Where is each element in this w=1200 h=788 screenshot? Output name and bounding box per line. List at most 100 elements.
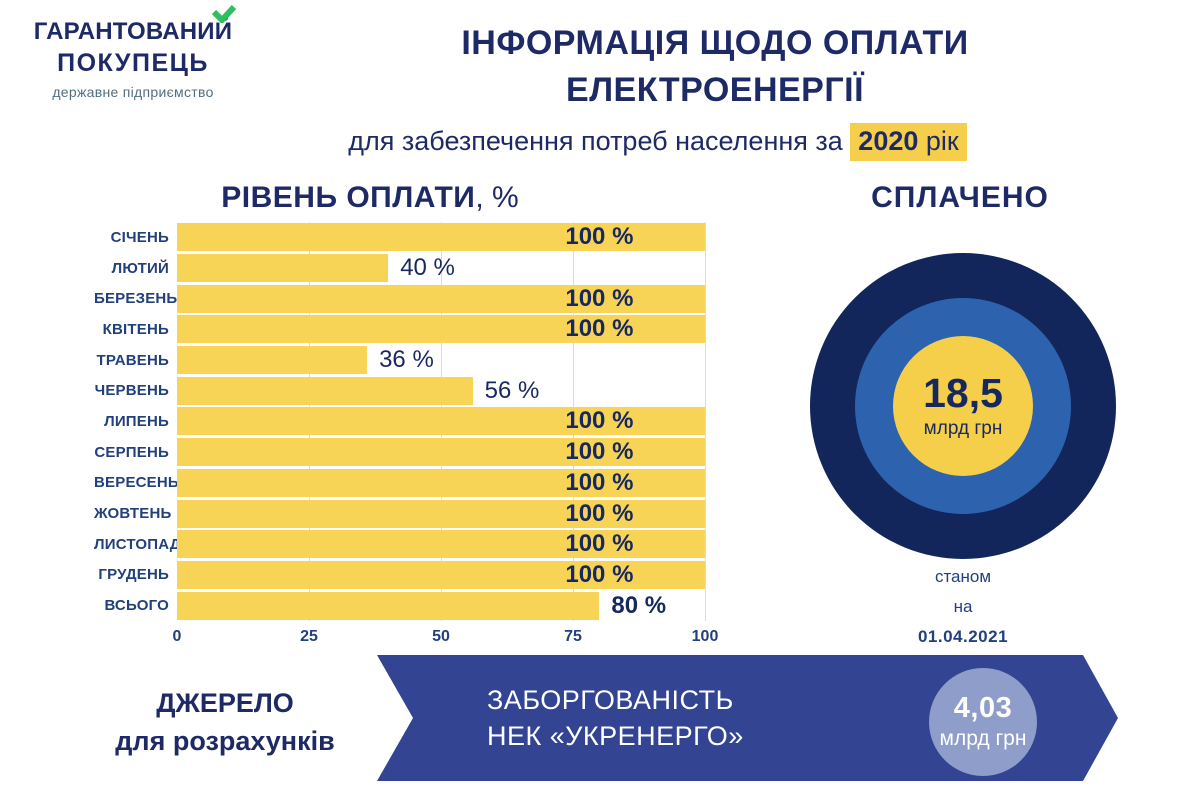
subtitle-text: для забезпечення потреб населення за (348, 126, 851, 156)
bar (177, 438, 705, 467)
bar-value-label: 100 % (565, 438, 634, 466)
bar (177, 560, 705, 589)
bar (177, 346, 368, 375)
paid-inner-circle: 18,5 млрд грн (893, 336, 1033, 476)
bar-track: 40 % (177, 254, 705, 283)
bar-value-label: 100 % (565, 407, 634, 435)
page-title-line1: ІНФОРМАЦІЯ ЩОДО ОПЛАТИ (461, 24, 969, 62)
bar-value-label: 80 % (611, 591, 667, 619)
bar-value-label: 100 % (565, 223, 634, 251)
bar-rows: СІЧЕНЬ 100 % ЛЮТИЙ 40 % БЕРЕЗЕНЬ 100 % КВІТЕНЬ… (94, 222, 705, 621)
x-axis: 0 25 50 75 100 (173, 628, 719, 652)
bar-row: ТРАВЕНЬ 36 % (94, 345, 705, 376)
x-axis-tick: 0 (172, 628, 182, 645)
x-axis-tick: 50 (432, 628, 450, 645)
chart-title-main: РІВЕНЬ ОПЛАТИ (221, 181, 476, 214)
source-note: ДЖЕРЕЛО для розрахунків (75, 684, 375, 760)
source-line1: ДЖЕРЕЛО (156, 688, 294, 718)
bar-value-label: 100 % (565, 560, 634, 588)
check-icon (212, 5, 237, 23)
bar-category-label: СЕРПЕНЬ (94, 443, 169, 461)
bar-track: 100 % (177, 315, 705, 344)
bar-category-label: ВСЬОГО (104, 597, 169, 615)
logo-title-text: ГАРАНТОВАНИЙ (33, 18, 233, 45)
x-axis-tick: 75 (564, 628, 582, 645)
bar (177, 223, 705, 252)
bar-row: ГРУДЕНЬ 100 % (94, 560, 705, 591)
as-of-date: 01.04.2021 (917, 627, 1009, 646)
subtitle-year: 2020 (858, 126, 919, 156)
debt-amount: 4,03 (953, 692, 1013, 725)
debt-line2: НЕК «УКРЕНЕРГО» (487, 721, 744, 751)
bar-track: 100 % (177, 530, 705, 559)
paid-outer-ring: 18,5 млрд грн (810, 253, 1116, 559)
bar-track: 100 % (177, 223, 705, 252)
bar-value-label: 40 % (400, 254, 455, 282)
as-of-line2: на (953, 597, 973, 616)
bar-category-label: ГРУДЕНЬ (98, 566, 169, 584)
subtitle-year-suffix: рік (918, 126, 959, 156)
bar-category-label: ЛИПЕНЬ (104, 412, 169, 430)
bar-category-label: СІЧЕНЬ (110, 228, 169, 246)
bar-value-label: 100 % (565, 284, 634, 312)
gridline (705, 222, 706, 621)
bar-category-label: ЛИСТОПАД (94, 535, 181, 553)
bar-category-label: ЧЕРВЕНЬ (94, 382, 169, 400)
bar-category-label: ВЕРЕСЕНЬ (94, 474, 179, 492)
source-line2: для розрахунків (115, 726, 335, 756)
page-title: ІНФОРМАЦІЯ ЩОДО ОПЛАТИ ЕЛЕКТРОЕНЕРГІЇ (350, 20, 1080, 114)
bar-row: ЛИПЕНЬ 100 % (94, 406, 705, 437)
paid-middle-ring: 18,5 млрд грн (855, 298, 1071, 514)
bar-value-label: 100 % (565, 499, 634, 527)
paid-amount: 18,5 (923, 369, 1003, 416)
debt-ribbon-text: ЗАБОРГОВАНІСТЬ НЕК «УКРЕНЕРГО» (487, 682, 744, 754)
bar (177, 254, 389, 283)
x-axis-tick: 25 (300, 628, 318, 645)
logo-line1: ГАРАНТОВАНИЙ (33, 5, 237, 46)
bar-track: 36 % (177, 346, 705, 375)
bar-row: ЧЕРВЕНЬ 56 % (94, 375, 705, 406)
logo-subtitle: державне підприємство (52, 84, 214, 100)
x-axis-tick: 100 (691, 628, 719, 645)
bar-row: СЕРПЕНЬ 100 % (94, 437, 705, 468)
chart-title-suffix: , % (475, 181, 519, 214)
bar-row: КВІТЕНЬ 100 % (94, 314, 705, 345)
bar-row: ВСЬОГО 80 % (94, 590, 705, 621)
bar-value-label: 100 % (565, 530, 634, 558)
bar (177, 376, 473, 405)
chart-title: РІВЕНЬ ОПЛАТИ, % (94, 181, 646, 215)
bar-category-label: ЛЮТИЙ (111, 259, 169, 277)
bar-category-label: БЕРЕЗЕНЬ (94, 290, 178, 308)
bar-track: 100 % (177, 284, 705, 313)
bar-category-label: ТРАВЕНЬ (96, 351, 169, 369)
logo-line2: ПОКУПЕЦЬ (57, 49, 209, 77)
debt-unit: млрд грн (939, 726, 1027, 750)
bar (177, 315, 705, 344)
bar-track: 100 % (177, 407, 705, 436)
payment-level-chart: СІЧЕНЬ 100 % ЛЮТИЙ 40 % БЕРЕЗЕНЬ 100 % КВІТЕНЬ… (94, 222, 719, 654)
bar (177, 284, 705, 313)
bar-value-label: 36 % (379, 346, 434, 374)
bar (177, 530, 705, 559)
bar (177, 407, 705, 436)
page-title-line2: ЕЛЕКТРОЕНЕРГІЇ (566, 71, 864, 109)
bar-row: ЛИСТОПАД 100 % (94, 529, 705, 560)
bar-row: ЛЮТИЙ 40 % (94, 253, 705, 284)
bar-row: ЖОВТЕНЬ 100 % (94, 498, 705, 529)
bar-track: 80 % (177, 591, 705, 620)
paid-as-of-note: станом на 01.04.2021 (850, 562, 1076, 652)
bar-track: 100 % (177, 560, 705, 589)
paid-section-title: СПЛАЧЕНО (871, 181, 1049, 214)
bar-row: СІЧЕНЬ 100 % (94, 222, 705, 253)
bar (177, 468, 705, 497)
bar-value-label: 100 % (565, 468, 634, 496)
bar-row: ВЕРЕСЕНЬ 100 % (94, 468, 705, 499)
as-of-line1: станом (934, 567, 992, 586)
bar-row: БЕРЕЗЕНЬ 100 % (94, 283, 705, 314)
bar (177, 591, 600, 620)
bar (177, 499, 705, 528)
bar-track: 100 % (177, 499, 705, 528)
bar-value-label: 56 % (484, 376, 540, 404)
bar-category-label: КВІТЕНЬ (102, 320, 169, 338)
